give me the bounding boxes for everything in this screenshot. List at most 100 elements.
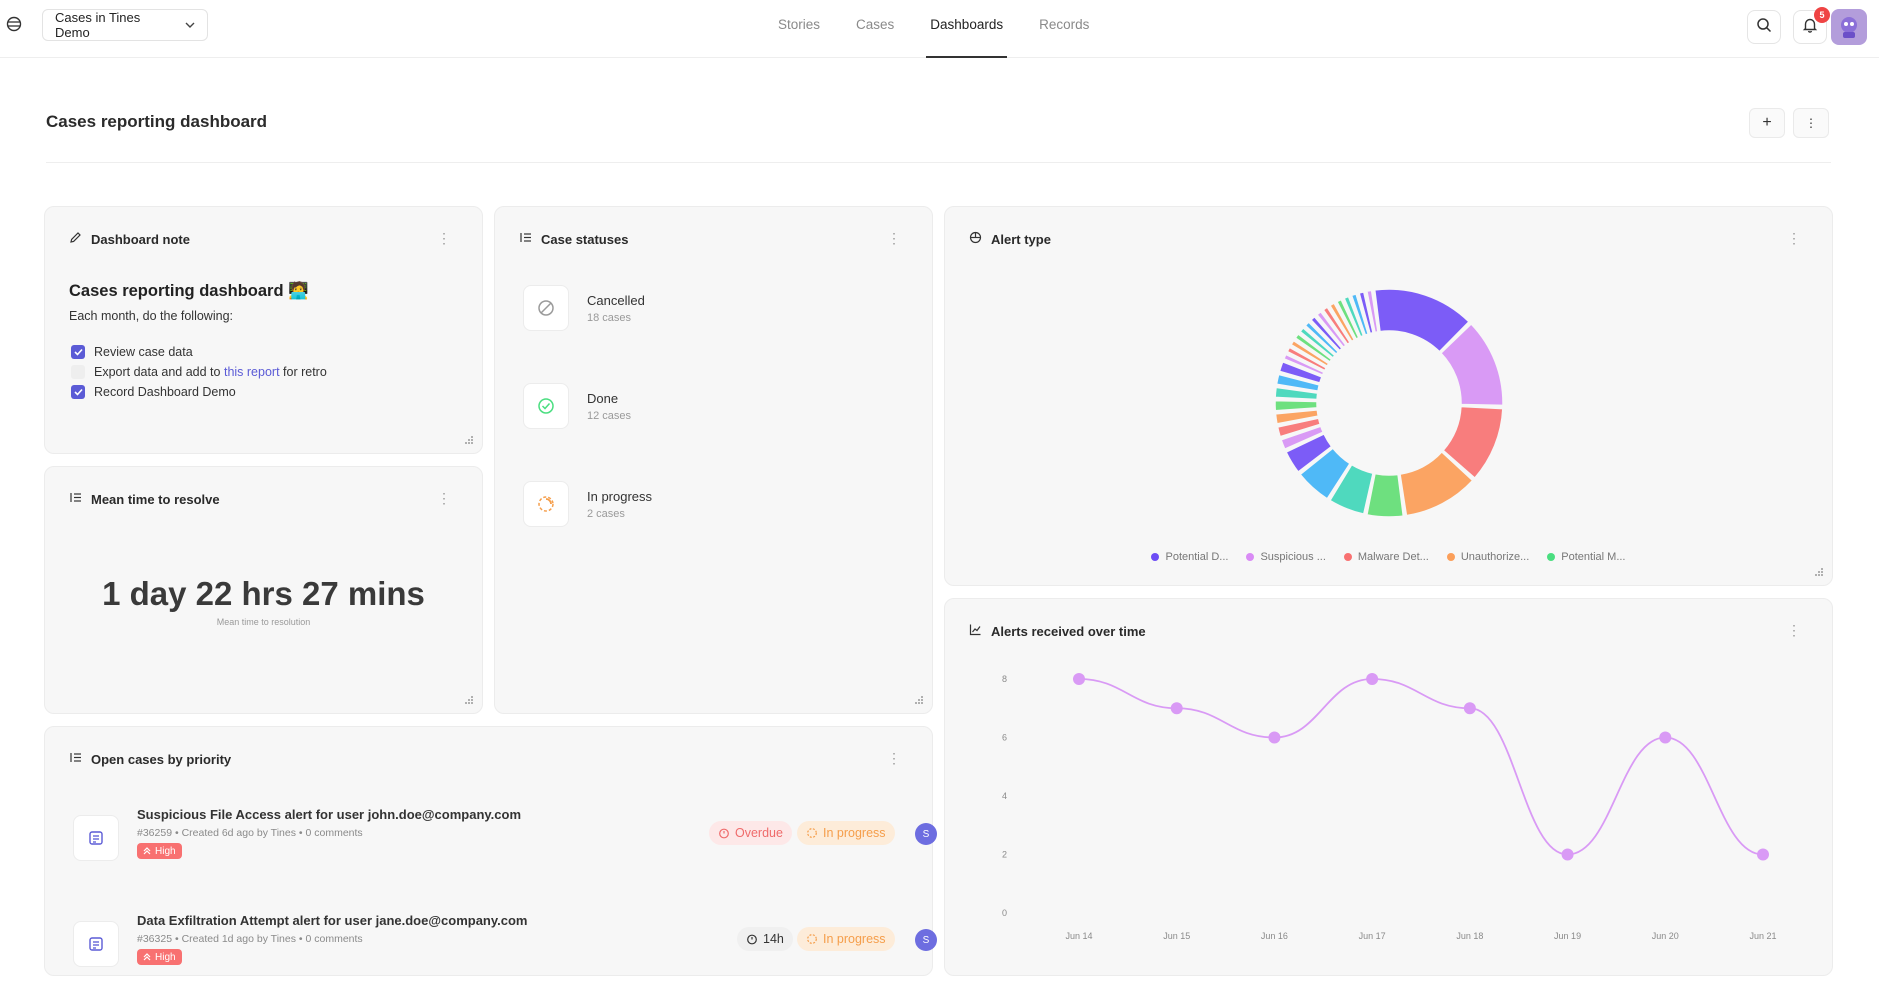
donut-slice[interactable]	[1290, 339, 1330, 367]
donut-slice[interactable]	[1350, 293, 1369, 336]
add-widget-button[interactable]: +	[1749, 108, 1785, 138]
card-menu-icon[interactable]: ⋮	[887, 750, 901, 766]
tab-cases[interactable]: Cases	[856, 16, 895, 32]
donut-slice[interactable]	[1278, 361, 1323, 384]
workspace-select[interactable]: Cases in Tines Demo	[42, 9, 208, 41]
pill-label: In progress	[823, 826, 886, 840]
card-title: Alerts received over time	[991, 623, 1146, 639]
donut-slice[interactable]	[1310, 315, 1343, 352]
donut-slice[interactable]	[1343, 295, 1365, 338]
data-point[interactable]	[1366, 673, 1379, 685]
data-point[interactable]	[1268, 731, 1281, 744]
avatar[interactable]	[1831, 9, 1867, 45]
y-tick-label: 4	[1002, 791, 1007, 801]
checkbox-checked[interactable]	[71, 385, 85, 399]
menu-icon[interactable]	[6, 16, 24, 34]
donut-slice[interactable]	[1274, 386, 1319, 401]
status-row-done[interactable]: Done 12 cases	[523, 383, 631, 429]
resize-handle-icon[interactable]	[464, 435, 474, 445]
donut-slice[interactable]	[1286, 346, 1327, 372]
donut-slice[interactable]	[1329, 463, 1374, 515]
card-menu-icon[interactable]: ⋮	[887, 230, 901, 246]
data-point[interactable]	[1659, 731, 1672, 744]
case-row[interactable]: Suspicious File Access alert for user jo…	[73, 807, 943, 877]
card-menu-icon[interactable]: ⋮	[437, 490, 451, 506]
donut-slice[interactable]	[1299, 447, 1351, 500]
case-title[interactable]: Data Exfiltration Attempt alert for user…	[137, 913, 528, 928]
donut-slice[interactable]	[1276, 417, 1321, 438]
case-row[interactable]: Data Exfiltration Attempt alert for user…	[73, 913, 943, 983]
search-button[interactable]	[1747, 10, 1781, 44]
y-tick-label: 6	[1002, 733, 1007, 743]
bell-icon	[1802, 17, 1818, 38]
legend-item[interactable]: Malware Det...	[1343, 551, 1429, 563]
tab-records[interactable]: Records	[1039, 16, 1090, 32]
assignee-avatar[interactable]: S	[915, 823, 937, 845]
tab-stories[interactable]: Stories	[778, 16, 821, 32]
donut-slice[interactable]	[1366, 472, 1405, 518]
note-heading: Cases reporting dashboard 🧑‍💻	[69, 282, 309, 300]
data-point[interactable]	[1073, 673, 1085, 685]
donut-slice[interactable]	[1299, 327, 1336, 359]
donut-slice[interactable]	[1304, 321, 1340, 355]
legend-item[interactable]: Potential D...	[1151, 551, 1228, 563]
resize-handle-icon[interactable]	[1814, 567, 1824, 577]
donut-slice[interactable]	[1440, 323, 1504, 407]
card-header: Dashboard note	[69, 231, 190, 247]
data-point[interactable]	[1757, 848, 1769, 861]
data-point[interactable]	[1463, 702, 1476, 715]
donut-slice[interactable]	[1275, 373, 1321, 392]
card-menu-icon[interactable]: ⋮	[437, 230, 451, 246]
card-title: Case statuses	[541, 231, 629, 247]
alert-type-donut-chart	[1274, 288, 1504, 518]
donut-slice[interactable]	[1322, 306, 1351, 345]
legend-item[interactable]: Suspicious ...	[1246, 551, 1326, 563]
donut-slice[interactable]	[1280, 425, 1324, 450]
donut-slice[interactable]	[1358, 291, 1374, 335]
card-menu-icon[interactable]: ⋮	[1787, 622, 1801, 638]
case-title[interactable]: Suspicious File Access alert for user jo…	[137, 807, 522, 822]
donut-slice[interactable]	[1399, 451, 1474, 517]
donut-slice[interactable]	[1285, 433, 1333, 473]
legend-item[interactable]: Potential M...	[1547, 551, 1626, 563]
data-point[interactable]	[1170, 702, 1183, 715]
card-title: Mean time to resolve	[91, 491, 220, 507]
priority-label: High	[155, 845, 176, 857]
donut-slice[interactable]	[1366, 289, 1379, 334]
donut-slice[interactable]	[1329, 302, 1356, 343]
status-name: Cancelled	[587, 292, 645, 308]
priority-label: High	[155, 951, 176, 963]
in-progress-icon	[523, 481, 569, 527]
data-point[interactable]	[1561, 848, 1574, 861]
x-tick-label: Jun 18	[1456, 931, 1483, 941]
legend-item[interactable]: Unauthorize...	[1446, 551, 1529, 563]
main-nav: Stories Cases Dashboards Records	[760, 0, 1107, 58]
checklist-item: Export data and add to this report for r…	[71, 365, 327, 379]
checkbox-unchecked[interactable]	[71, 365, 85, 379]
donut-slice[interactable]	[1274, 399, 1318, 412]
donut-slice[interactable]	[1336, 298, 1360, 340]
list-icon	[519, 231, 532, 247]
report-link[interactable]: this report	[223, 365, 280, 379]
tab-dashboards[interactable]: Dashboards	[912, 0, 1021, 58]
donut-slice[interactable]	[1294, 333, 1333, 363]
resize-handle-icon[interactable]	[464, 695, 474, 705]
assignee-avatar[interactable]: S	[915, 929, 937, 951]
donut-slice[interactable]	[1274, 409, 1319, 425]
card-menu-icon[interactable]: ⋮	[1787, 230, 1801, 246]
donut-slice[interactable]	[1442, 405, 1504, 479]
resize-handle-icon[interactable]	[914, 695, 924, 705]
page-more-button[interactable]: ⋮	[1793, 108, 1829, 138]
donut-slice[interactable]	[1283, 353, 1325, 376]
donut-slice[interactable]	[1373, 288, 1470, 353]
in-progress-icon	[807, 828, 817, 838]
donut-slice[interactable]	[1316, 310, 1347, 348]
checklist-item: Record Dashboard Demo	[71, 385, 236, 399]
priority-badge: High	[137, 843, 182, 859]
y-tick-label: 8	[1002, 674, 1007, 684]
status-row-cancelled[interactable]: Cancelled 18 cases	[523, 285, 645, 331]
notifications-button[interactable]: 5	[1793, 7, 1830, 44]
status-count: 12 cases	[587, 409, 632, 422]
status-row-in-progress[interactable]: In progress 2 cases	[523, 481, 652, 527]
checkbox-checked[interactable]	[71, 345, 85, 359]
